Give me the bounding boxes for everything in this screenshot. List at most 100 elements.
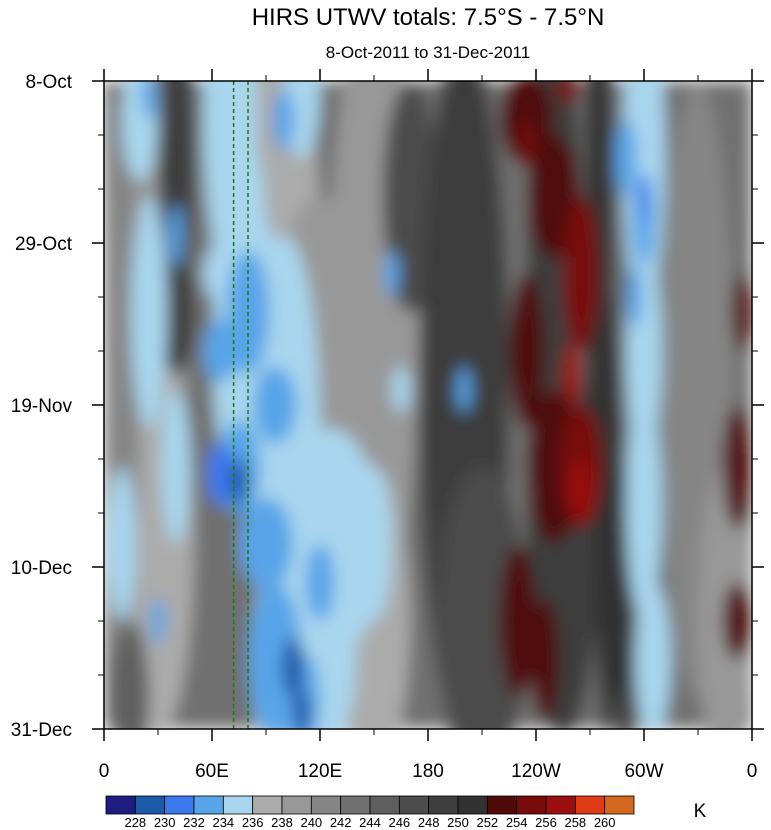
x-tick-label: 60W xyxy=(624,761,663,782)
colorbar-label: 254 xyxy=(506,815,528,830)
heatmap-field xyxy=(104,81,752,729)
field-blob xyxy=(563,343,581,405)
field-blob xyxy=(282,636,304,699)
field-blob xyxy=(168,204,184,267)
colorbar-swatch xyxy=(486,795,518,815)
x-axis: 0 60E 120E 180 120W 60W 0 xyxy=(99,69,758,782)
field-blobs xyxy=(104,81,752,729)
colorbar-swatch xyxy=(252,795,283,815)
colorbar-swatch xyxy=(310,795,342,815)
field-blob xyxy=(732,273,752,351)
field-blob xyxy=(570,459,592,521)
colorbar-label: 256 xyxy=(535,815,557,830)
colorbar-label: 236 xyxy=(242,815,264,830)
colorbar-label: 228 xyxy=(124,815,146,830)
colorbar-swatch xyxy=(340,795,371,815)
colorbar-swatch xyxy=(193,795,224,815)
x-tick-label: 0 xyxy=(99,761,110,782)
colorbar-swatch xyxy=(516,795,547,815)
colorbar-swatch xyxy=(164,795,195,815)
field-blob xyxy=(273,88,295,151)
colorbar-swatch xyxy=(222,795,254,815)
field-blob xyxy=(203,320,239,382)
colorbar-swatch xyxy=(398,795,430,815)
field-blob xyxy=(638,173,650,220)
y-tick-label: 19-Nov xyxy=(11,396,73,417)
field-blob xyxy=(563,196,599,351)
y-tick-label: 29-Oct xyxy=(15,234,73,255)
x-tick-label: 180 xyxy=(412,761,444,782)
field-blob xyxy=(230,459,248,506)
field-blob xyxy=(723,405,752,529)
field-blob xyxy=(150,597,166,645)
field-blob xyxy=(723,582,752,660)
field-blob xyxy=(698,466,752,729)
colorbar-swatch xyxy=(574,795,606,815)
field-blob xyxy=(633,173,655,267)
colorbar-swatch xyxy=(369,795,400,815)
colorbar-label: 242 xyxy=(330,815,352,830)
colorbar-label: 240 xyxy=(300,815,322,830)
colorbar-label: 232 xyxy=(183,815,205,830)
field-blob xyxy=(500,543,536,699)
colorbar-label: 260 xyxy=(594,815,616,830)
reference-lines xyxy=(232,81,249,729)
colorbar-swatch xyxy=(134,795,166,815)
colorbar-label: 238 xyxy=(271,815,293,830)
colorbar-label: 230 xyxy=(154,815,176,830)
y-tick-label: 8-Oct xyxy=(26,72,73,93)
field-blob xyxy=(509,273,545,429)
field-blob xyxy=(626,389,662,621)
field-blob xyxy=(356,466,392,621)
field-blob xyxy=(253,366,297,444)
field-blob xyxy=(384,250,400,297)
colorbar-units: K xyxy=(694,801,707,822)
field-blob xyxy=(519,119,535,166)
colorbar-swatch xyxy=(105,795,136,815)
field-blob xyxy=(530,597,560,722)
colorbar-label: 252 xyxy=(476,815,498,830)
colorbar-label: 244 xyxy=(359,815,381,830)
colorbar-label: 248 xyxy=(418,815,440,830)
field-blob xyxy=(305,543,335,622)
colorbar-swatch xyxy=(428,795,459,815)
field-blob xyxy=(161,389,191,544)
y-tick-label: 10-Dec xyxy=(11,558,72,579)
y-axis: 8-Oct 29-Oct 19-Nov 10-Dec 31-Dec xyxy=(11,72,764,741)
y-tick-label: 31-Dec xyxy=(11,720,72,741)
colorbar-swatch xyxy=(281,795,312,815)
colorbar-label: 246 xyxy=(388,815,410,830)
field-blob xyxy=(141,81,157,120)
x-tick-label: 0 xyxy=(747,761,758,782)
field-blob xyxy=(615,119,637,197)
x-tick-label: 120E xyxy=(298,761,342,782)
colorbar-label: 250 xyxy=(447,815,469,830)
colorbar: 228 230 232 234 236 238 240 242 244 246 248 250 252 2… xyxy=(105,795,635,830)
x-tick-label: 60E xyxy=(195,761,229,782)
field-blob xyxy=(107,466,137,621)
colorbar-label: 234 xyxy=(212,815,234,830)
colorbar-swatch xyxy=(545,795,576,815)
field-blob xyxy=(113,621,149,729)
field-blob xyxy=(456,366,472,413)
field-blob xyxy=(122,81,158,182)
field-blob xyxy=(203,250,221,297)
field-blob xyxy=(293,690,311,729)
colorbar-label: 258 xyxy=(564,815,586,830)
field-blob xyxy=(206,443,236,506)
field-blob xyxy=(158,81,194,313)
field-blob xyxy=(635,582,671,729)
field-blob xyxy=(284,81,320,159)
field-blob xyxy=(239,497,293,591)
x-tick-label: 120W xyxy=(511,761,561,782)
field-blob xyxy=(557,81,580,105)
field-blob xyxy=(627,266,643,328)
chart-subtitle: 8-Oct-2011 to 31-Dec-2011 xyxy=(326,43,530,62)
field-blob xyxy=(593,273,623,729)
chart-title: HIRS UTWV totals: 7.5°S - 7.5°N xyxy=(252,4,605,31)
field-blob xyxy=(158,250,194,375)
field-blob xyxy=(392,366,410,413)
colorbar-swatch xyxy=(457,795,488,815)
field-blob xyxy=(131,196,167,429)
